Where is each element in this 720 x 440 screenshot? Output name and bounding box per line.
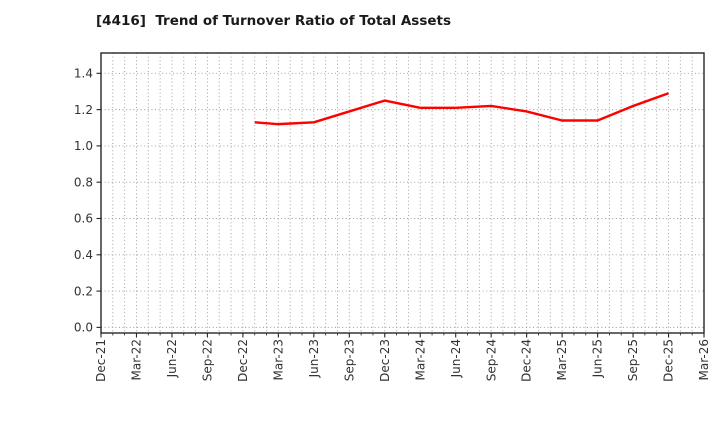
y-tick-label: 0.8	[74, 175, 93, 189]
y-tick-label: 1.2	[74, 103, 93, 117]
x-tick-label: Dec-21	[94, 339, 108, 382]
x-tick-label: Jun-24	[449, 339, 463, 378]
x-tick-label: Dec-22	[236, 339, 250, 382]
y-tick-label: 0.6	[74, 212, 93, 226]
x-tick-label: Jun-22	[165, 339, 179, 378]
x-tick-label: Mar-22	[130, 339, 144, 380]
x-tick-label: Mar-23	[271, 339, 285, 380]
chart-title: [4416] Trend of Turnover Ratio of Total …	[96, 13, 452, 29]
y-tick-label: 0.2	[74, 284, 93, 298]
x-tick-label: Mar-24	[413, 339, 427, 380]
y-tick-label: 1.0	[74, 139, 93, 153]
y-tick-label: 0.0	[74, 321, 93, 335]
plot-border	[100, 52, 705, 334]
x-tick-label: Mar-26	[697, 339, 711, 380]
x-tick-label: Dec-24	[520, 339, 534, 382]
y-tick-label: 1.4	[74, 67, 93, 81]
x-tick-label: Sep-23	[342, 339, 356, 381]
x-tick-label: Dec-23	[378, 339, 392, 382]
x-tick-label: Sep-25	[626, 339, 640, 381]
x-tick-label: Jun-23	[307, 339, 321, 378]
turnover-ratio-line	[254, 92, 669, 126]
x-tick-label: Jun-25	[591, 339, 605, 378]
y-tick-label: 0.4	[74, 248, 93, 262]
x-tick-label: Sep-22	[200, 339, 214, 381]
x-tick-label: Sep-24	[484, 339, 498, 381]
x-tick-label: Mar-25	[555, 339, 569, 380]
x-tick-label: Dec-25	[662, 339, 676, 382]
